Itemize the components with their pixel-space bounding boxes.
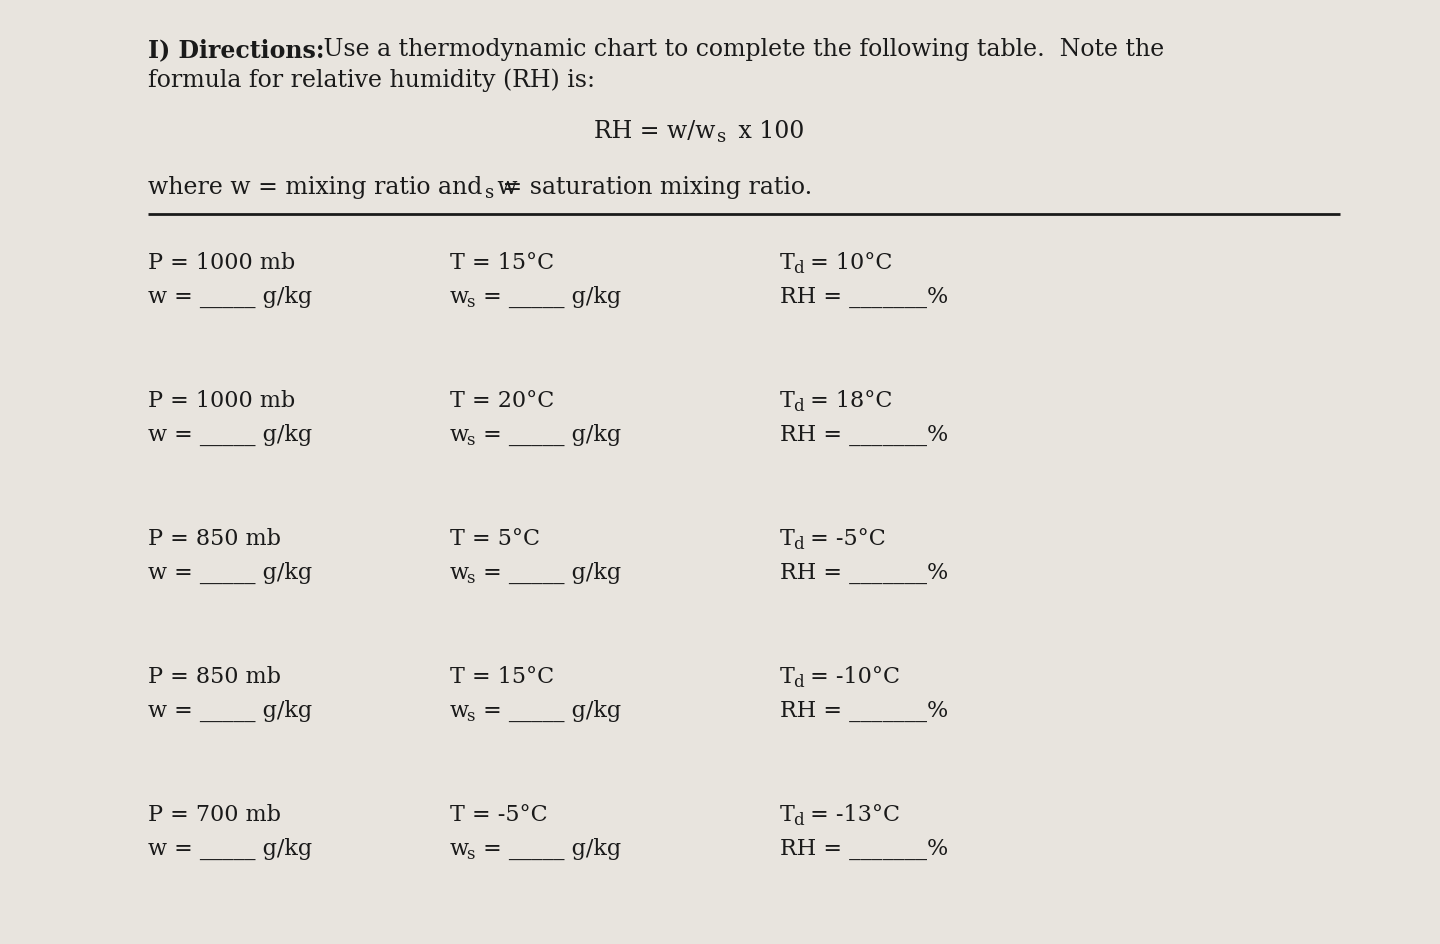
- Text: w = _____ g/kg: w = _____ g/kg: [148, 562, 312, 584]
- Text: P = 700 mb: P = 700 mb: [148, 804, 281, 826]
- Text: s: s: [467, 432, 475, 449]
- Text: RH = _______%: RH = _______%: [780, 424, 949, 446]
- Text: RH = w/w: RH = w/w: [593, 120, 716, 143]
- Text: T = -5°C: T = -5°C: [449, 804, 547, 826]
- Text: P = 1000 mb: P = 1000 mb: [148, 390, 295, 412]
- Text: = 10°C: = 10°C: [804, 252, 893, 274]
- Text: d: d: [793, 674, 804, 691]
- Text: = saturation mixing ratio.: = saturation mixing ratio.: [495, 176, 812, 199]
- Text: T: T: [780, 528, 795, 550]
- Text: s: s: [467, 708, 475, 725]
- Text: s: s: [467, 846, 475, 863]
- Text: w: w: [449, 838, 469, 860]
- Text: = -13°C: = -13°C: [804, 804, 900, 826]
- Text: P = 850 mb: P = 850 mb: [148, 666, 281, 688]
- Text: RH = _______%: RH = _______%: [780, 286, 949, 308]
- Text: P = 850 mb: P = 850 mb: [148, 528, 281, 550]
- Text: = 18°C: = 18°C: [804, 390, 893, 412]
- Text: s: s: [467, 570, 475, 587]
- Text: w = _____ g/kg: w = _____ g/kg: [148, 424, 312, 447]
- Text: formula for relative humidity (RH) is:: formula for relative humidity (RH) is:: [148, 68, 595, 92]
- Text: T: T: [780, 252, 795, 274]
- Text: I) Directions:: I) Directions:: [148, 38, 324, 62]
- Text: d: d: [793, 812, 804, 829]
- Text: where w = mixing ratio and  w: where w = mixing ratio and w: [148, 176, 517, 199]
- Text: RH = _______%: RH = _______%: [780, 562, 949, 584]
- Text: T: T: [780, 804, 795, 826]
- Text: w: w: [449, 286, 469, 308]
- Text: w = _____ g/kg: w = _____ g/kg: [148, 700, 312, 722]
- Text: T: T: [780, 390, 795, 412]
- Text: w = _____ g/kg: w = _____ g/kg: [148, 838, 312, 860]
- Text: = _____ g/kg: = _____ g/kg: [477, 562, 621, 584]
- Text: w: w: [449, 424, 469, 446]
- Text: RH = _______%: RH = _______%: [780, 700, 949, 722]
- Text: s: s: [485, 184, 494, 202]
- Text: = _____ g/kg: = _____ g/kg: [477, 424, 621, 447]
- Text: w = _____ g/kg: w = _____ g/kg: [148, 286, 312, 308]
- Text: d: d: [793, 260, 804, 277]
- Text: P = 1000 mb: P = 1000 mb: [148, 252, 295, 274]
- Text: = _____ g/kg: = _____ g/kg: [477, 838, 621, 860]
- Text: s: s: [717, 128, 726, 146]
- Text: x 100: x 100: [732, 120, 805, 143]
- Text: RH = _______%: RH = _______%: [780, 838, 949, 860]
- Text: w: w: [449, 562, 469, 584]
- Text: w: w: [449, 700, 469, 722]
- Text: T = 15°C: T = 15°C: [449, 252, 554, 274]
- Text: T = 5°C: T = 5°C: [449, 528, 540, 550]
- Text: = _____ g/kg: = _____ g/kg: [477, 286, 621, 308]
- Text: T = 15°C: T = 15°C: [449, 666, 554, 688]
- Text: s: s: [467, 294, 475, 311]
- Text: = -10°C: = -10°C: [804, 666, 900, 688]
- Text: T: T: [780, 666, 795, 688]
- Text: d: d: [793, 398, 804, 415]
- Text: = -5°C: = -5°C: [804, 528, 886, 550]
- Text: Use a thermodynamic chart to complete the following table.  Note the: Use a thermodynamic chart to complete th…: [315, 38, 1165, 61]
- Text: d: d: [793, 536, 804, 553]
- Text: = _____ g/kg: = _____ g/kg: [477, 700, 621, 722]
- Text: T = 20°C: T = 20°C: [449, 390, 554, 412]
